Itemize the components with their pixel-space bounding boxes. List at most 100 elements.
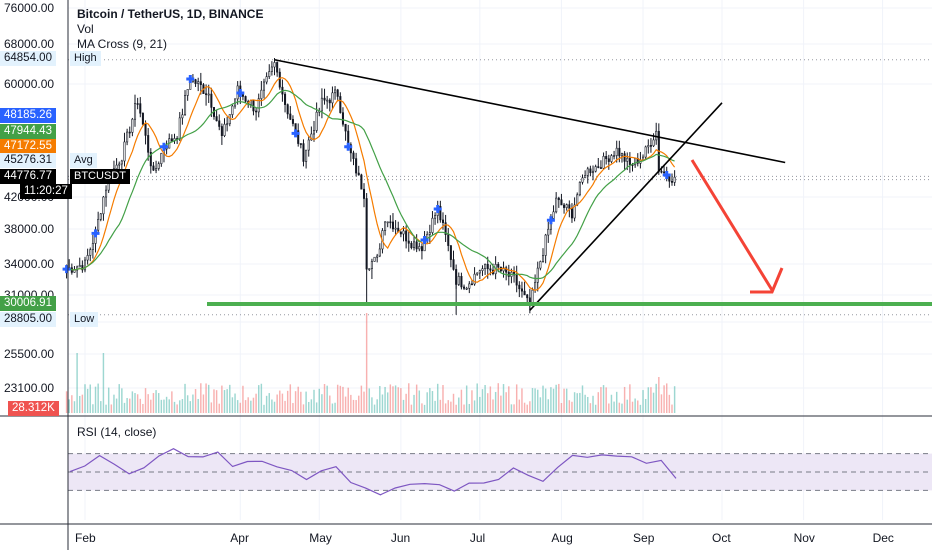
candle-down [389,221,392,224]
candle-up [484,263,487,269]
ascending-support-line[interactable] [529,102,723,311]
candle-up [476,272,479,275]
volume-bar [189,401,192,413]
bearish-projection-arrow[interactable] [690,159,774,291]
candle-up [644,146,647,158]
volume-bar [565,388,568,413]
candle-up [197,81,200,84]
ma-cross-marker [62,265,71,274]
volume-bar [613,401,615,413]
time-axis-tick-label: Dec [873,531,894,545]
time-axis-tick-label: Sep [633,531,655,545]
symbol-title[interactable]: Bitcoin / TetherUS, 1D, BINANCE [77,7,264,21]
candle-up [418,246,421,250]
candle-up [223,123,226,136]
volume-bar [152,393,155,413]
volume-bar [610,394,613,413]
candle-up [591,170,595,174]
volume-bar [576,393,578,413]
rsi-line [69,448,677,496]
candle-up [626,157,629,162]
candle-up [86,255,89,261]
candle-down [589,168,592,174]
ma-cross-indicator-label[interactable]: MA Cross (9, 21) [77,37,168,51]
volume-bar [626,399,628,413]
volume-bar [463,404,465,413]
candle-up [539,261,542,269]
volume-bar [89,384,91,413]
volume-bar [223,390,226,413]
volume-bar [194,389,197,413]
volume-bar [76,353,78,413]
candle-down [563,204,566,208]
candle-down [349,144,352,154]
volume-bar [160,399,163,413]
volume-bar [400,388,402,413]
candle-up [468,283,471,289]
candle-down [144,123,147,136]
ma-cross-marker [291,129,300,138]
candle-down [520,288,523,292]
volume-bar [473,400,476,413]
volume-bar [134,393,136,413]
candle-down [276,62,279,73]
rsi-pane[interactable] [68,448,932,496]
volume-bar [402,399,405,413]
volume-bar [284,400,286,413]
volume-bar [281,393,284,413]
volume-bar [226,389,228,413]
candle-up [544,234,547,256]
ma-cross-marker [433,205,442,213]
candle-down [128,131,131,134]
rsi-indicator-label[interactable]: RSI (14, close) [77,425,157,439]
candle-up [226,123,229,126]
candle-down [439,205,442,221]
low-label: Low [70,312,99,327]
volume-bar [147,394,149,413]
candle-up [478,270,481,274]
candle-up [115,164,118,170]
volume-bar [447,400,449,413]
volume-bar [355,400,357,413]
descending-resistance-line[interactable] [274,58,786,164]
ma-21-line [66,89,675,280]
volume-bar [329,395,331,413]
volume-bar [397,387,399,413]
candle-down [513,271,516,276]
ma-orange-tag: 47172.55 [0,139,56,154]
volume-bar [110,404,113,413]
candle-down [323,97,326,101]
volume-bar [197,398,199,413]
volume-bar [157,393,160,413]
volume-bar [163,399,165,413]
candle-down [489,268,492,271]
candle-up [565,204,568,208]
candle-down [505,267,508,273]
volume-bar [176,404,178,413]
volume-bar [510,404,513,413]
candle-down [568,204,571,209]
volume-indicator-label[interactable]: Vol [77,22,94,36]
volume-bar [323,384,326,413]
volume-bar [365,313,368,413]
volume-bar [300,391,302,413]
candle-up [131,118,134,133]
volume-bar [105,404,107,413]
candle-up [78,265,81,268]
volume-bar [655,383,657,413]
volume-bar [68,399,70,413]
price-axis-tick-label: 60000.00 [4,77,54,91]
volume-bar [268,393,270,413]
volume-bar [113,394,115,413]
volume-bar [426,392,428,413]
volume-bar [605,387,607,413]
volume-bar [252,397,255,413]
candle-up [465,287,468,290]
volume-bar [260,383,263,413]
volume-bar [386,392,389,413]
volume-bar [623,386,626,413]
candle-down [497,264,500,268]
trend-drawings[interactable] [207,58,932,311]
volume-bar [205,383,207,413]
